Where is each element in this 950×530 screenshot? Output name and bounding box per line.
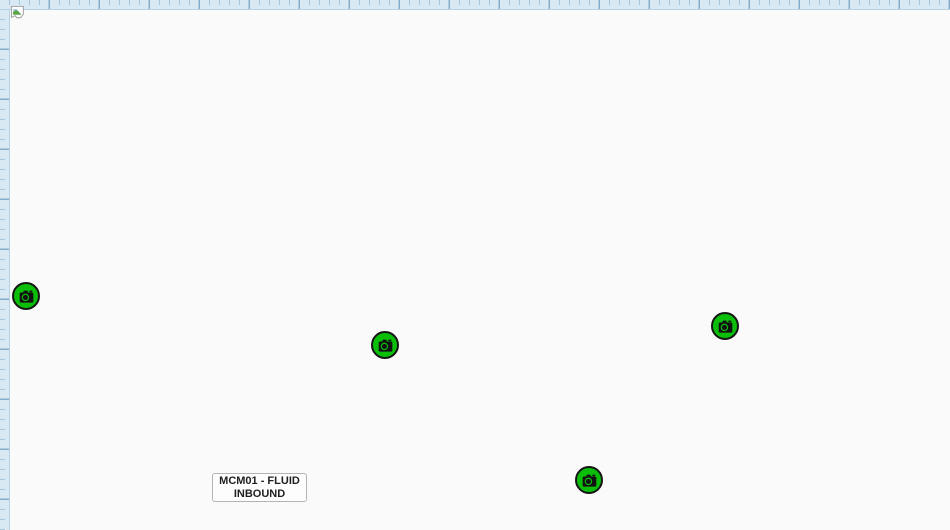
map-label-line2: INBOUND xyxy=(233,487,286,500)
camera-icon xyxy=(18,289,35,304)
ruler-vertical xyxy=(0,0,10,530)
broken-image-icon xyxy=(10,5,25,20)
map-label-line1: MCM01 - FLUID xyxy=(219,474,300,487)
camera-marker-3[interactable] xyxy=(711,312,739,340)
camera-icon xyxy=(377,338,394,353)
camera-icon xyxy=(717,319,734,334)
camera-icon xyxy=(581,473,598,488)
camera-marker-1[interactable] xyxy=(12,282,40,310)
camera-marker-4[interactable] xyxy=(575,466,603,494)
ruler-horizontal xyxy=(0,0,950,10)
camera-marker-2[interactable] xyxy=(371,331,399,359)
map-label[interactable]: MCM01 - FLUID INBOUND xyxy=(212,473,307,502)
